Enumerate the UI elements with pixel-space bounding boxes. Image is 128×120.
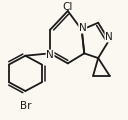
Text: Br: Br xyxy=(20,101,31,111)
Text: N: N xyxy=(105,32,113,42)
Text: Cl: Cl xyxy=(63,2,73,12)
Text: N: N xyxy=(79,23,87,33)
Text: N: N xyxy=(46,50,54,60)
Text: N: N xyxy=(46,50,54,60)
Text: N: N xyxy=(79,23,87,33)
Text: N: N xyxy=(105,32,113,42)
